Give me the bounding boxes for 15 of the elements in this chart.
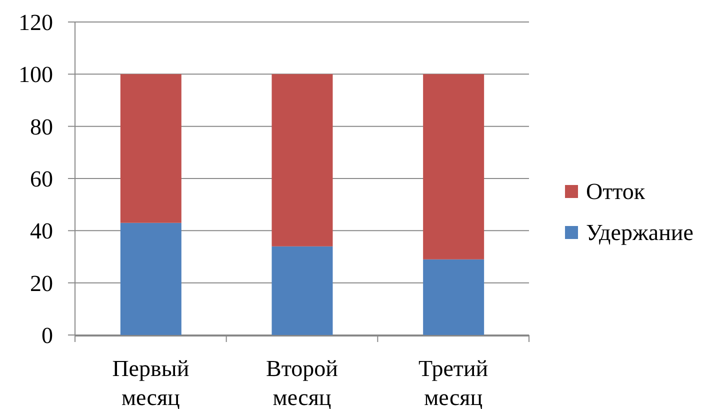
bar (272, 246, 333, 335)
legend-label: Отток (586, 178, 646, 204)
bar (423, 74, 484, 260)
y-tick-label: 20 (30, 270, 53, 296)
bar (423, 259, 484, 335)
y-tick-label: 80 (30, 114, 53, 140)
bar (272, 74, 333, 246)
bar (120, 222, 182, 335)
y-tick-label: 0 (42, 323, 53, 348)
y-tick-label: 100 (18, 62, 53, 88)
y-tick-label: 120 (18, 10, 53, 36)
legend-label: Удержание (586, 220, 694, 246)
y-tick-label: 60 (30, 166, 53, 192)
bar (120, 74, 182, 223)
y-tick-label: 40 (30, 218, 53, 244)
